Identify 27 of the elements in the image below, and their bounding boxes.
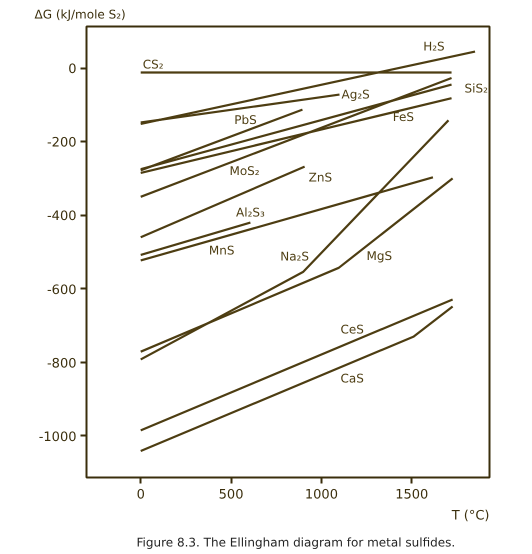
series-label: ZnS: [308, 170, 332, 185]
x-axis-title: T (°C): [450, 508, 490, 524]
series-label: PbS: [234, 113, 257, 128]
series-label: Na₂S: [280, 249, 309, 264]
series-label: CeS: [340, 322, 364, 337]
x-tick-label: 1000: [304, 488, 338, 502]
series-label: SiS₂: [464, 82, 488, 96]
y-tick-label: -800: [46, 356, 77, 372]
series-label: H₂S: [423, 39, 445, 54]
y-axis-title: ΔG (kJ/mole S₂): [34, 8, 126, 22]
y-tick-label: -1000: [38, 430, 77, 445]
y-tick-label: 0: [68, 62, 77, 78]
series-label: MgS: [366, 248, 392, 263]
series-label: FeS: [392, 110, 414, 124]
series-label: CaS: [340, 371, 364, 386]
x-tick-label: 1500: [395, 488, 428, 502]
series-label: MoS₂: [229, 164, 260, 178]
series-label: Ag₂S: [342, 88, 370, 102]
y-tick-label: -200: [46, 136, 77, 151]
caption: Figure 8.3. The Ellingham diagram for metal sulfides.: [136, 536, 456, 550]
y-tick-label: -400: [46, 209, 77, 224]
series-label: MnS: [208, 243, 234, 258]
series-label: Al₂S₃: [236, 206, 265, 220]
x-tick-label: 0: [136, 488, 145, 502]
x-tick-label: 500: [218, 488, 244, 502]
series-label: CS₂: [142, 57, 164, 72]
y-tick-label: -600: [46, 282, 77, 298]
